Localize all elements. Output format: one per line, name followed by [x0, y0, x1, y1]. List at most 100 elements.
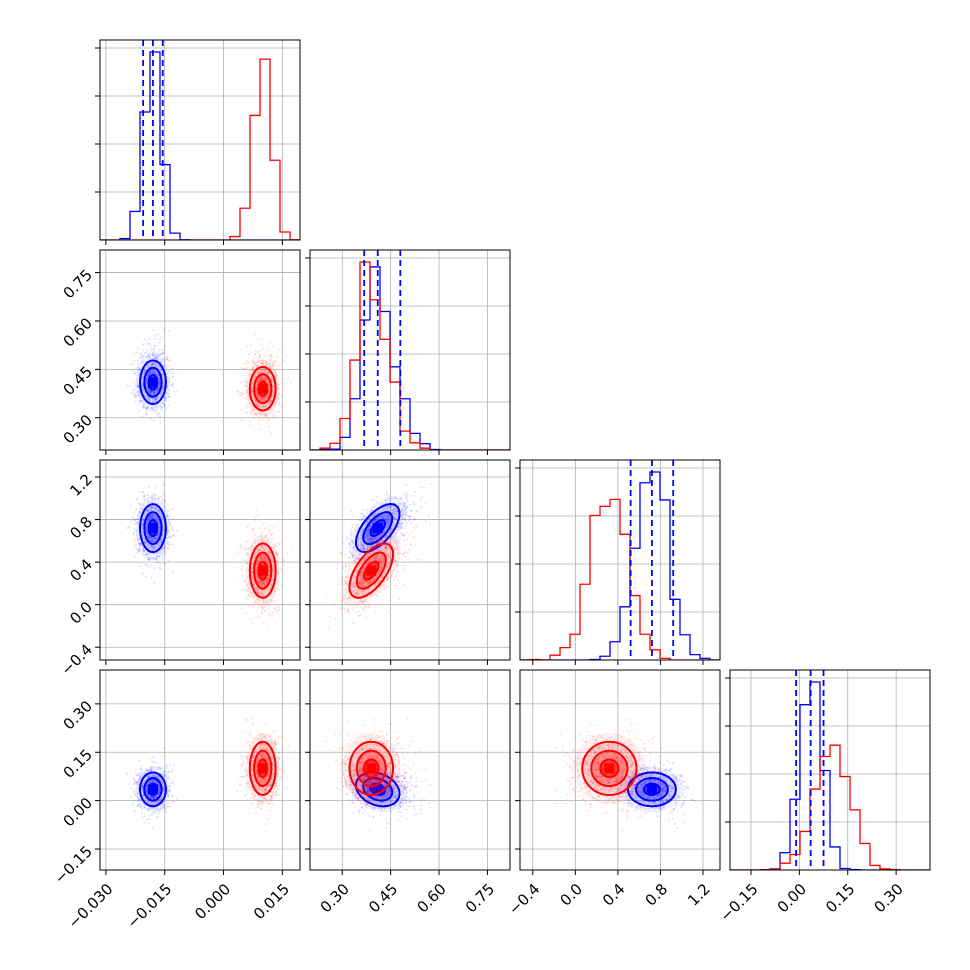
sample-point — [166, 536, 169, 539]
sample-point — [257, 577, 260, 579]
sample-point — [142, 547, 145, 550]
sample-point — [139, 543, 141, 545]
sample-point — [258, 428, 261, 431]
sample-point — [135, 547, 138, 550]
sample-point — [134, 387, 137, 390]
sample-point — [267, 417, 270, 420]
sample-point — [257, 404, 260, 407]
sample-point — [251, 359, 254, 361]
sample-point — [273, 525, 276, 528]
sample-point — [398, 598, 401, 601]
sample-point — [261, 363, 264, 366]
y-tick-label: 0.30 — [60, 411, 96, 447]
sample-point — [143, 370, 146, 372]
sample-point — [131, 802, 134, 805]
sample-point — [149, 516, 152, 519]
sample-point — [352, 554, 355, 557]
sample-point — [154, 356, 157, 359]
sample-point — [161, 389, 164, 392]
sample-point — [153, 371, 156, 374]
sample-point — [240, 366, 243, 369]
sample-point — [253, 583, 256, 586]
sample-point — [133, 395, 136, 398]
sample-point — [255, 564, 258, 567]
sample-point — [163, 483, 166, 485]
sample-point — [163, 526, 166, 529]
sample-point — [388, 531, 391, 534]
sample-point — [393, 510, 396, 513]
sample-point — [406, 514, 409, 517]
sample-point — [255, 360, 258, 363]
sample-point — [280, 405, 283, 408]
sample-point — [251, 571, 254, 574]
sample-point — [403, 494, 406, 497]
sample-point — [240, 546, 243, 549]
sample-point — [153, 350, 156, 352]
sample-point — [149, 515, 152, 518]
sample-point — [275, 552, 277, 555]
sample-point — [263, 399, 266, 402]
sample-point — [257, 539, 260, 542]
sample-point — [145, 410, 148, 413]
sample-point — [166, 357, 169, 360]
sample-point — [257, 360, 260, 363]
sample-point — [260, 582, 262, 585]
sample-point — [158, 550, 161, 553]
sample-point — [246, 562, 249, 565]
sample-point — [160, 552, 163, 554]
sample-point — [377, 511, 380, 514]
sample-point — [255, 366, 258, 368]
sample-point — [244, 392, 247, 395]
sample-point — [166, 373, 169, 375]
sample-point — [168, 509, 171, 512]
sample-point — [152, 537, 154, 540]
sample-point — [373, 537, 376, 540]
sample-point — [275, 374, 277, 377]
sample-point — [365, 616, 368, 619]
sample-point — [403, 534, 406, 537]
sample-point — [149, 349, 152, 352]
sample-point — [247, 583, 249, 586]
sample-point — [163, 562, 166, 565]
sample-point — [248, 605, 251, 608]
sample-point — [154, 358, 157, 360]
sample-point — [259, 376, 262, 379]
sample-point — [136, 382, 139, 385]
sample-point — [348, 562, 351, 565]
sample-point — [258, 555, 261, 558]
sample-point — [260, 557, 263, 560]
sample-point — [270, 614, 273, 617]
sample-point — [271, 391, 274, 393]
sample-point — [262, 582, 265, 584]
sample-point — [265, 558, 268, 561]
sample-point — [363, 544, 366, 546]
sample-point — [136, 384, 139, 387]
sample-point — [148, 397, 151, 399]
sample-point — [394, 507, 397, 510]
sample-point — [158, 377, 161, 380]
sample-point — [361, 548, 364, 551]
sample-point — [250, 368, 253, 371]
sample-point — [162, 547, 165, 550]
sample-point — [139, 357, 142, 360]
sample-point — [152, 517, 155, 520]
sample-point — [271, 578, 274, 581]
sample-point — [166, 515, 169, 518]
sample-point — [154, 357, 157, 360]
sample-point — [381, 502, 384, 505]
sample-point — [420, 507, 423, 510]
sample-point — [395, 534, 397, 537]
sample-point — [262, 405, 265, 408]
sample-point — [270, 400, 273, 403]
sample-point — [263, 549, 266, 552]
sample-point — [254, 399, 257, 401]
sample-point — [283, 563, 286, 566]
sample-point — [152, 540, 154, 542]
sample-point — [253, 408, 256, 411]
sample-point — [266, 539, 269, 541]
sample-point — [355, 606, 358, 609]
sample-point — [260, 547, 263, 550]
sample-point — [146, 413, 148, 416]
sample-point — [421, 496, 424, 499]
sample-point — [138, 547, 141, 550]
